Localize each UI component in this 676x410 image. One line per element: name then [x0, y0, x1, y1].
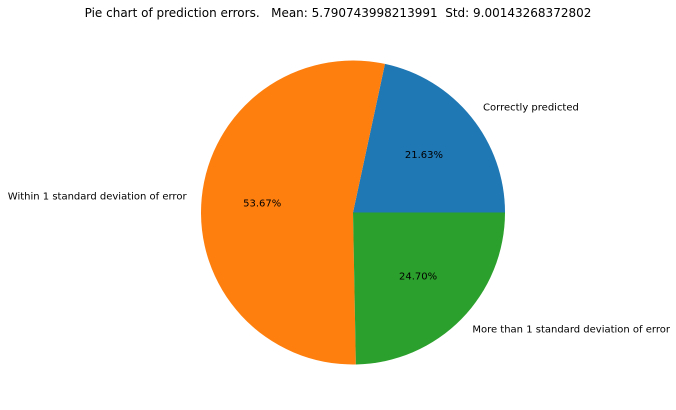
pie-slice-3 [353, 212, 505, 365]
slice-percent-label-3: 24.70% [399, 271, 437, 282]
slice-label-2: Within 1 standard deviation of error [8, 191, 188, 202]
pie-slice-2 [200, 60, 385, 365]
chart-title: Pie chart of prediction errors. Mean: 5.… [84, 6, 592, 20]
slice-percent-label-1: 21.63% [405, 150, 443, 161]
slice-percent-label-2: 53.67% [243, 199, 281, 210]
pie-slice-1 [353, 63, 505, 213]
pie-slices [200, 60, 505, 365]
pie-labels: Correctly predicted 21.63% Within 1 standa… [8, 102, 671, 335]
slice-label-3: More than 1 standard deviation of error [472, 325, 671, 336]
slice-label-1: Correctly predicted [483, 102, 579, 113]
